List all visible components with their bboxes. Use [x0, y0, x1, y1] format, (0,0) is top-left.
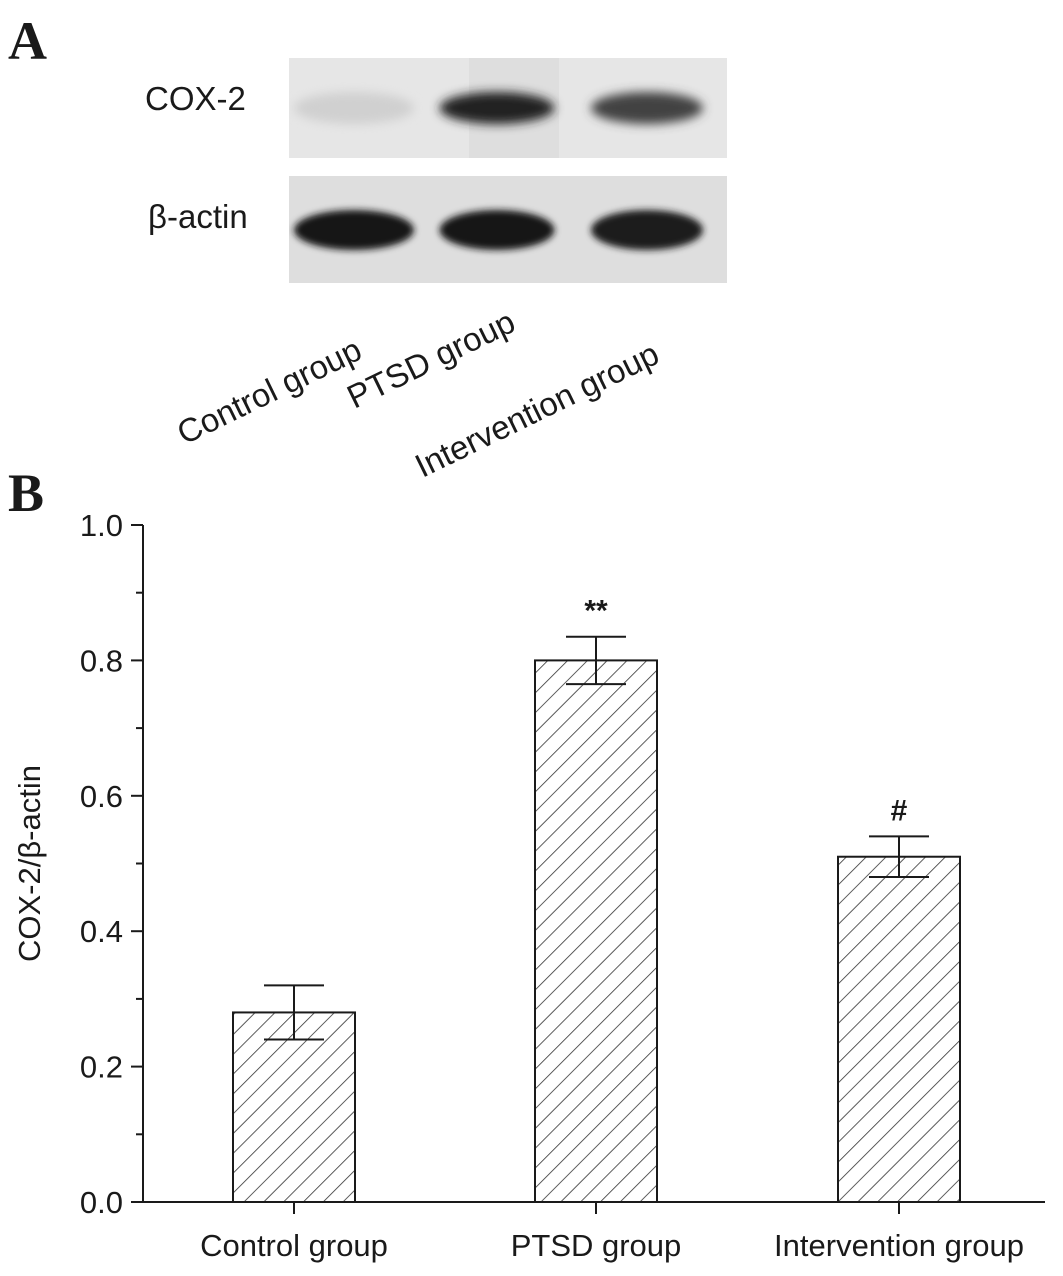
- band-cox2-control: [294, 92, 414, 124]
- bar: [232, 1011, 356, 1203]
- band-actin-intervention: [591, 210, 703, 250]
- band-actin-control: [294, 210, 414, 250]
- blot-bands-beta-actin: [289, 176, 727, 283]
- x-tick-label: Intervention group: [774, 1228, 1024, 1263]
- x-tick-label: PTSD group: [511, 1228, 682, 1263]
- y-tick-label: 1.0: [80, 508, 123, 543]
- blot-strip-beta-actin: [289, 176, 727, 283]
- band-cox2-intervention: [591, 92, 703, 124]
- bar: [534, 659, 658, 1203]
- significance-marker: **: [584, 595, 608, 628]
- blot-row-label-beta-actin: β-actin: [148, 198, 248, 235]
- panel-b-letter: B: [8, 463, 45, 523]
- band-cox2-ptsd: [439, 92, 555, 124]
- y-tick-label: 0.6: [80, 779, 123, 814]
- blot-row-label-cox2: COX-2: [145, 80, 246, 117]
- blot-bands-cox2: [289, 58, 727, 158]
- bar: [837, 855, 961, 1203]
- band-actin-ptsd: [439, 210, 555, 250]
- y-tick-label: 0.4: [80, 914, 123, 949]
- panel-a-letter: A: [8, 11, 47, 71]
- y-axis-title: COX-2/β-actin: [12, 765, 47, 962]
- y-tick-label: 0.8: [80, 643, 123, 678]
- y-tick-label: 0.2: [80, 1050, 123, 1085]
- significance-marker: #: [891, 794, 908, 827]
- y-tick-label: 0.0: [80, 1185, 123, 1220]
- blot-strip-cox2: [289, 58, 727, 158]
- x-tick-label: Control group: [200, 1228, 388, 1263]
